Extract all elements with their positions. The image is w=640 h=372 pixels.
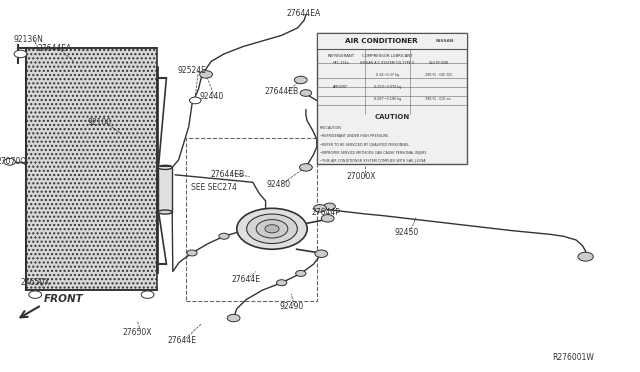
Text: 27644E: 27644E — [168, 336, 197, 345]
Bar — [158, 167, 172, 212]
Circle shape — [300, 164, 312, 171]
Circle shape — [294, 76, 307, 84]
Text: 92490: 92490 — [279, 302, 303, 311]
Circle shape — [200, 71, 212, 78]
Text: CAUTION: CAUTION — [374, 114, 410, 120]
Text: 27644EA: 27644EA — [37, 44, 72, 53]
Bar — [186, 138, 317, 301]
Circle shape — [237, 208, 307, 249]
Text: AIR CONDITIONER: AIR CONDITIONER — [345, 38, 418, 44]
Ellipse shape — [158, 210, 172, 214]
Circle shape — [29, 291, 42, 298]
Circle shape — [219, 233, 229, 239]
Text: 390 FL. (13) oz.: 390 FL. (13) oz. — [426, 97, 452, 100]
Text: FRONT: FRONT — [44, 295, 84, 304]
Ellipse shape — [158, 165, 172, 169]
Circle shape — [141, 291, 154, 298]
Bar — [26, 48, 157, 290]
Text: PRECAUTION: PRECAUTION — [320, 126, 342, 130]
Circle shape — [324, 203, 335, 210]
Circle shape — [321, 215, 334, 222]
Text: REFRIGERANT: REFRIGERANT — [327, 54, 355, 58]
Circle shape — [276, 280, 287, 286]
Text: •REFER TO BE SERVICED BY QUALIFIED PERSONNEL.: •REFER TO BE SERVICED BY QUALIFIED PERSO… — [320, 142, 410, 147]
Text: R276001W: R276001W — [552, 353, 594, 362]
Text: 27000X: 27000X — [347, 172, 376, 181]
Circle shape — [315, 250, 328, 257]
Text: 92440: 92440 — [199, 92, 223, 101]
Text: COMPRESSOR LUBRICANT: COMPRESSOR LUBRICANT — [362, 54, 413, 58]
Text: •THIS AIR CONDITIONER SYSTEM COMPLIES WITH SAE-J-639A: •THIS AIR CONDITIONER SYSTEM COMPLIES WI… — [320, 159, 426, 163]
Bar — [160, 164, 170, 166]
Text: 27650X: 27650X — [123, 328, 152, 337]
Circle shape — [246, 214, 298, 244]
Text: 27644E: 27644E — [232, 275, 261, 283]
Text: 27650X: 27650X — [20, 278, 50, 287]
Circle shape — [14, 50, 27, 58]
Circle shape — [330, 103, 342, 109]
Text: 0.28~0.37 kg: 0.28~0.37 kg — [376, 73, 399, 77]
Text: 290 FL. (10) OZ.: 290 FL. (10) OZ. — [425, 73, 452, 77]
Circle shape — [314, 205, 326, 212]
Text: NL0-PY-00W: NL0-PY-00W — [429, 61, 449, 65]
Text: 27644EB: 27644EB — [210, 170, 244, 179]
Circle shape — [189, 97, 201, 104]
Text: NISSAN A/C SYSTEM OIL TYPE S: NISSAN A/C SYSTEM OIL TYPE S — [360, 61, 415, 65]
Bar — [317, 33, 467, 49]
Text: SEE SEC274: SEE SEC274 — [191, 183, 237, 192]
Text: 0.087~0.106 kg: 0.087~0.106 kg — [374, 97, 401, 100]
Circle shape — [296, 270, 306, 276]
Text: 92136N: 92136N — [14, 35, 44, 44]
Text: NISSAN: NISSAN — [435, 39, 454, 43]
Text: 0.059~0.074 kg: 0.059~0.074 kg — [374, 85, 401, 89]
Text: 27644EA: 27644EA — [287, 9, 321, 17]
Circle shape — [187, 250, 197, 256]
Text: 27644P: 27644P — [312, 208, 341, 217]
Text: 92480: 92480 — [266, 180, 291, 189]
FancyBboxPatch shape — [317, 33, 467, 164]
Text: 27644EB: 27644EB — [264, 87, 299, 96]
Text: 92450: 92450 — [394, 228, 419, 237]
Text: •IMPROPER SERVICE METHODS CAN CAUSE PERSONAL INJURY.: •IMPROPER SERVICE METHODS CAN CAUSE PERS… — [320, 151, 427, 155]
Circle shape — [265, 225, 279, 233]
Text: 92100: 92100 — [87, 118, 111, 127]
Circle shape — [256, 219, 288, 238]
Circle shape — [578, 252, 593, 261]
Text: •REFRIGERANT UNDER HIGH PRESSURE.: •REFRIGERANT UNDER HIGH PRESSURE. — [320, 134, 389, 138]
Text: 27070Q: 27070Q — [0, 157, 27, 166]
Text: AMOUNT: AMOUNT — [333, 85, 348, 89]
Circle shape — [227, 314, 240, 322]
Circle shape — [4, 158, 15, 165]
Text: 92524E: 92524E — [177, 66, 207, 75]
Circle shape — [300, 90, 312, 96]
Text: HFC-134a: HFC-134a — [333, 61, 349, 65]
